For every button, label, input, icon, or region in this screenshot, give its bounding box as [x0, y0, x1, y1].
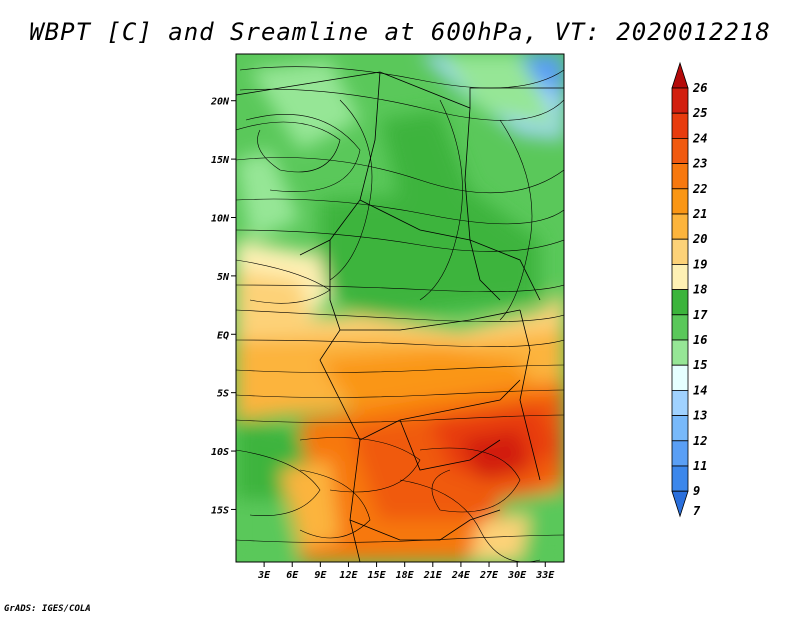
colorbar-label: 15 — [693, 358, 707, 372]
x-tick-label: 12E — [339, 570, 358, 581]
map-frame — [235, 53, 565, 563]
colorbar-label: 24 — [692, 131, 707, 145]
colorbar-label: 23 — [692, 157, 707, 171]
y-tick-label: 15N — [211, 155, 230, 166]
colorbar-label: 16 — [693, 333, 707, 347]
x-tick-label: 3E — [257, 570, 271, 581]
country-borders — [236, 71, 564, 562]
colorbar-top-arrow — [671, 61, 689, 89]
colorbar-segment — [671, 137, 689, 164]
grads-credit: GrADS: IGES/COLA — [4, 604, 91, 614]
y-tick-label: 10N — [211, 213, 230, 224]
x-tick-label: 9E — [314, 570, 327, 581]
colorbar-label: 21 — [692, 207, 707, 221]
colorbar-label: 7 — [693, 504, 701, 518]
y-tick-label: 5N — [217, 272, 230, 283]
colorbar-segment — [671, 289, 689, 316]
colorbar-segment — [671, 163, 689, 190]
wbpt-field — [236, 54, 564, 562]
colorbar-segment — [671, 314, 689, 341]
x-tick-label: 18E — [396, 570, 415, 581]
colorbar-label: 9 — [693, 484, 700, 498]
colorbar-segment — [671, 263, 689, 290]
colorbar-label: 19 — [693, 257, 707, 271]
x-tick-label: 24E — [451, 570, 471, 581]
colorbar-segment — [671, 339, 689, 366]
y-axis: 20N 15N 10N 5N EQ 5S 10S 15S — [210, 97, 236, 516]
colorbar-label: 13 — [693, 409, 707, 423]
x-tick-label: 15E — [368, 570, 387, 581]
colorbar-segment — [671, 440, 689, 467]
x-tick-label: 6E — [286, 570, 299, 581]
y-tick-label: EQ — [217, 330, 229, 341]
colorbar-label: 20 — [692, 232, 707, 246]
x-axis: 3E 6E 9E 12E 15E 18E 21E 24E 27E 30E 33E — [257, 562, 555, 581]
colorbar-segment — [671, 238, 689, 265]
colorbar-label: 26 — [692, 81, 707, 95]
colorbar-label: 14 — [693, 383, 707, 397]
colorbar-segment — [671, 112, 689, 139]
colorbar-segment — [671, 389, 689, 416]
streamlines — [236, 66, 564, 562]
chart-title: WBPT [C] and Sreamline at 600hPa, VT: 20… — [29, 18, 771, 46]
y-tick-label: 10S — [211, 447, 229, 458]
colorbar-label: 12 — [693, 434, 707, 448]
colorbar-label: 22 — [692, 182, 707, 196]
x-tick-label: 30E — [507, 570, 527, 581]
colorbar-segment — [671, 213, 689, 240]
colorbar: 26 25 24 23 22 21 20 19 18 17 16 15 14 13 12 11 9 7 — [671, 61, 708, 518]
colorbar-segment — [671, 87, 689, 114]
colorbar-segment — [671, 188, 689, 215]
colorbar-label: 18 — [693, 283, 707, 297]
colorbar-label: 17 — [693, 308, 708, 322]
x-tick-label: 27E — [479, 570, 499, 581]
y-tick-label: 15S — [211, 505, 229, 516]
x-tick-label: 21E — [423, 570, 443, 581]
colorbar-segment — [671, 364, 689, 391]
colorbar-bottom-arrow — [671, 490, 689, 518]
colorbar-segment — [671, 415, 689, 442]
y-tick-label: 20N — [210, 97, 230, 108]
colorbar-label: 11 — [693, 459, 707, 473]
x-tick-label: 33E — [535, 570, 555, 581]
y-tick-label: 5S — [217, 389, 229, 400]
colorbar-segment — [671, 465, 689, 492]
colorbar-label: 25 — [692, 106, 707, 120]
